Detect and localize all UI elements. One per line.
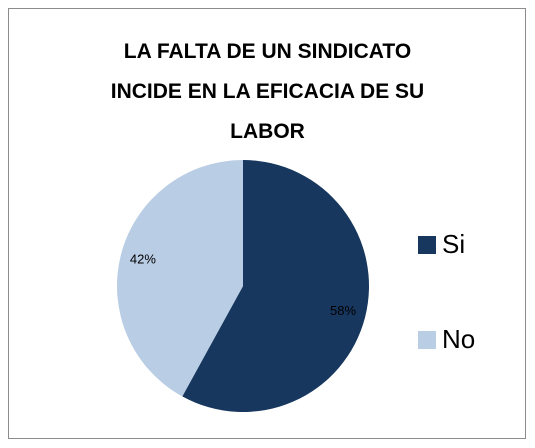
legend-swatch xyxy=(418,331,436,349)
pie-slice xyxy=(182,160,369,412)
chart-title: LA FALTA DE UN SINDICATO INCIDE EN LA EF… xyxy=(110,40,425,143)
data-label: 42% xyxy=(130,252,156,267)
legend-label: Si xyxy=(442,229,465,259)
chart-frame xyxy=(8,8,526,439)
legend-label: No xyxy=(442,324,475,354)
legend-swatch xyxy=(418,236,436,254)
pie-slice xyxy=(116,160,243,397)
data-label: 58% xyxy=(330,303,356,318)
